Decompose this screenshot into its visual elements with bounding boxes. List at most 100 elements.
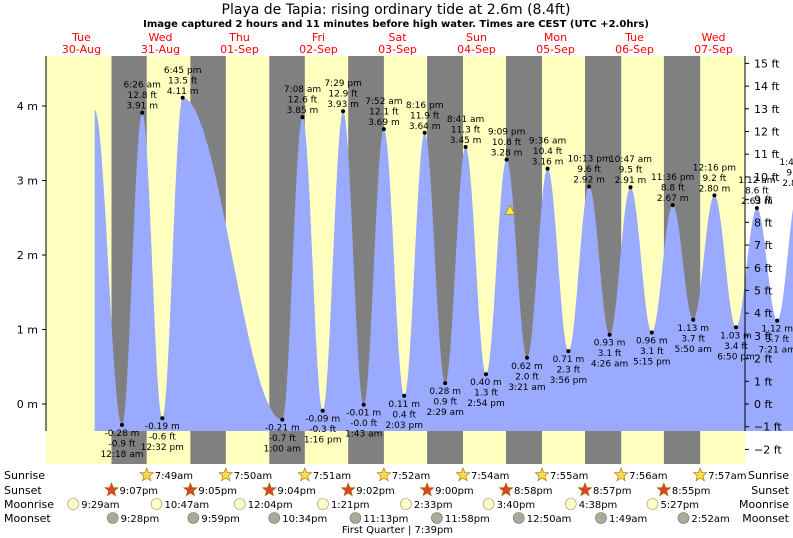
tide-label: 2.92 m <box>573 176 605 186</box>
day-name: Sat <box>388 31 407 44</box>
day-date: 06-Sep <box>615 43 654 56</box>
date-header: Tue30-AugWed31-AugThu01-SepFri02-SepSat0… <box>62 31 733 56</box>
moonrise-icon <box>233 498 246 510</box>
sun-moon-time: 8:57pm <box>593 486 632 497</box>
sun-moon-time: 9:02pm <box>356 486 395 497</box>
tide-label: -0.09 m <box>305 415 340 425</box>
moonrise-icon <box>564 498 577 510</box>
sun-moon-time: 5:27pm <box>660 500 699 511</box>
tide-label: -0.9 ft <box>109 439 136 449</box>
tide-label: 7:29 pm <box>324 79 362 89</box>
tide-label: 12.8 ft <box>127 91 157 101</box>
tide-label: 10:47 am <box>609 155 652 165</box>
sun-moon-time: 7:49am <box>155 471 193 482</box>
sunrise-icon <box>455 467 471 482</box>
day-name: Wed <box>149 31 173 44</box>
row-label-left: Moonrise <box>4 498 54 511</box>
sun-moon-time: 2:33pm <box>414 500 453 511</box>
axes: 0 m 1 m 2 m 3 m 4 m −2 ft −1 ft 0 ft 1 ft 2 ft 3 f… <box>17 56 782 456</box>
left-tick-label: 0 m <box>17 398 38 411</box>
tide-point <box>525 355 529 360</box>
tide-label: 1.13 m <box>677 324 709 334</box>
tide-point <box>160 416 165 421</box>
tide-point <box>545 166 550 171</box>
chart-title: Playa de Tapia: rising ordinary tide at … <box>222 2 571 18</box>
tide-point <box>120 422 124 427</box>
day-date: 03-Sep <box>378 43 417 56</box>
day-name: Fri <box>312 31 325 44</box>
current-tide-marker <box>504 204 516 215</box>
right-tick-label: −1 ft <box>754 421 782 434</box>
tide-label: 8:41 am <box>447 115 484 125</box>
tide-label: 1.3 ft <box>474 389 498 399</box>
tide-label: 1:00 am <box>264 445 301 455</box>
night-band-table <box>269 431 305 464</box>
right-tick-label: 15 ft <box>754 57 780 70</box>
sun-moon-time: 3:40pm <box>497 500 536 511</box>
tide-label: 3.69 m <box>368 118 400 128</box>
sun-moon-time: 1:21pm <box>331 500 370 511</box>
sun-moon-time: 8:58pm <box>514 486 553 497</box>
moonrise-icon <box>150 498 163 510</box>
tide-point <box>754 206 759 211</box>
tide-label: 12:32 pm <box>141 443 184 453</box>
day-date: 30-Aug <box>62 43 101 56</box>
right-tick-label: −2 ft <box>754 443 782 456</box>
tide-label: 10.4 ft <box>533 147 563 157</box>
tide-label: 12.9 ft <box>328 90 358 100</box>
sunset-icon <box>340 482 356 497</box>
right-tick-label: 4 ft <box>754 307 773 320</box>
tide-point <box>628 185 633 190</box>
tide-label: 9.4 ft <box>786 169 793 179</box>
tide-label: 8.8 ft <box>661 184 685 194</box>
moonrise-icon <box>400 498 412 510</box>
moonset-icon <box>187 512 200 524</box>
tide-label: 12.6 ft <box>288 96 318 106</box>
tide-label: 2:03 pm <box>385 421 423 431</box>
tide-point <box>402 393 407 398</box>
tide-label: 9:09 pm <box>488 128 526 138</box>
tide-area <box>94 97 793 431</box>
tide-point <box>504 157 509 162</box>
sun-moon-time: 11:13pm <box>363 514 408 525</box>
sunset-icon <box>577 482 593 497</box>
right-tick-label: 7 ft <box>754 239 773 252</box>
tide-label: 0.9 ft <box>433 398 457 408</box>
day-name: Tue <box>71 31 91 44</box>
tide-point <box>734 325 738 330</box>
tide-label: 3.91 m <box>126 102 158 112</box>
moonset-icon <box>349 512 362 524</box>
sun-moon-time: 9:00pm <box>435 486 474 497</box>
tide-label: 6:26 am <box>124 81 161 91</box>
tide-point <box>775 318 780 323</box>
moonset-icon <box>512 512 525 524</box>
tide-point <box>587 184 592 189</box>
tide-point <box>341 109 346 114</box>
tide-label: 6:50 pm <box>717 352 755 362</box>
tide-point <box>607 332 612 337</box>
tide-label: -0.3 ft <box>309 425 336 435</box>
night-band-table <box>663 431 701 464</box>
tide-label: 6:45 pm <box>164 66 202 76</box>
tide-point <box>566 349 571 354</box>
tide-label: 12:18 am <box>100 450 143 460</box>
tide-label: 3.7 ft <box>765 335 789 345</box>
tide-point <box>443 381 448 386</box>
night-band-table <box>506 431 542 464</box>
row-label-right: Moonset <box>742 512 789 525</box>
right-tick-label: 3 ft <box>754 330 773 343</box>
tide-label: 7:21 am <box>759 346 793 356</box>
night-band-table <box>585 431 622 464</box>
sun-moon-time: 9:29am <box>81 500 119 511</box>
moonset-icon <box>268 512 281 524</box>
right-tick-label: 2 ft <box>754 353 773 366</box>
tide-label: 3:56 pm <box>550 376 588 386</box>
tide-label: 3.93 m <box>327 100 359 110</box>
left-tick-label: 3 m <box>17 175 38 188</box>
tide-label: 7:52 am <box>365 97 402 107</box>
tide-label: 0.11 m <box>388 400 420 410</box>
sun-moon-time: 7:51am <box>313 471 351 482</box>
tide-label: 2.0 ft <box>515 372 539 382</box>
tide-label: 3.45 m <box>450 136 482 146</box>
